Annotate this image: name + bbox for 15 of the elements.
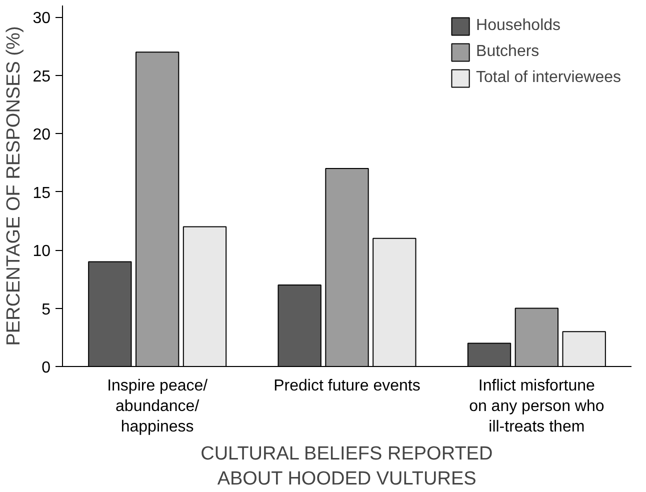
y-axis-title: PERCENTAGE OF RESPONSES (%) — [4, 26, 25, 346]
y-tick-label: 20 — [32, 126, 51, 144]
x-axis-title: CULTURAL BELIEFS REPORTED ABOUT HOODED VULTURES — [200, 443, 493, 490]
y-tick-label: 5 — [42, 301, 51, 318]
x-tick-label: Predict future events — [274, 378, 420, 394]
y-tick-label: 10 — [32, 243, 51, 260]
x-tick-label: Inflict misfortune on any person who ill-treats them — [469, 378, 604, 436]
y-tick-label: 0 — [42, 360, 51, 376]
y-tick-label: 25 — [32, 68, 51, 86]
x-tick-label: Inspire peace/ abundance/ happiness — [107, 378, 208, 436]
legend-label: Households — [476, 17, 561, 35]
legend-label: Total of interviewees — [476, 69, 621, 87]
y-tick-label: 15 — [32, 184, 51, 202]
y-tick-label: 30 — [32, 10, 51, 28]
legend-label: Butchers — [476, 43, 540, 61]
